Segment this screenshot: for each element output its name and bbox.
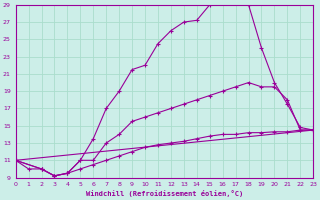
X-axis label: Windchill (Refroidissement éolien,°C): Windchill (Refroidissement éolien,°C) [86,190,243,197]
